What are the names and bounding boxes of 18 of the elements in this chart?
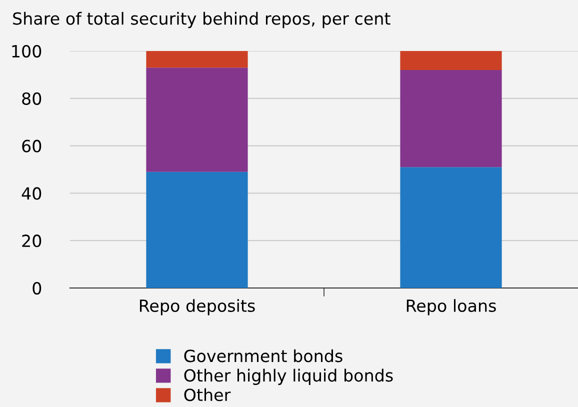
bar [146,51,248,68]
y-tick-label: 60 [22,140,42,152]
x-tick-label: Repo loans [406,299,496,316]
bar [400,51,502,70]
legend-label: Other [184,388,231,402]
bar [400,70,502,168]
legend-label: Other highly liquid bonds [184,368,393,385]
y-tick-label: 40 [22,187,42,200]
bar [146,172,248,288]
legend-label: Government bonds [184,349,342,362]
x-tick-label: Repo deposits [140,299,255,316]
chart-title: Share of total security behind repos, per cent [13,12,390,28]
y-tick-label: 80 [22,92,42,105]
y-tick-label: 20 [22,234,42,248]
y-tick-label: 0 [32,282,42,295]
bar [400,167,502,288]
bar [146,68,248,172]
y-tick-label: 100 [12,44,42,58]
